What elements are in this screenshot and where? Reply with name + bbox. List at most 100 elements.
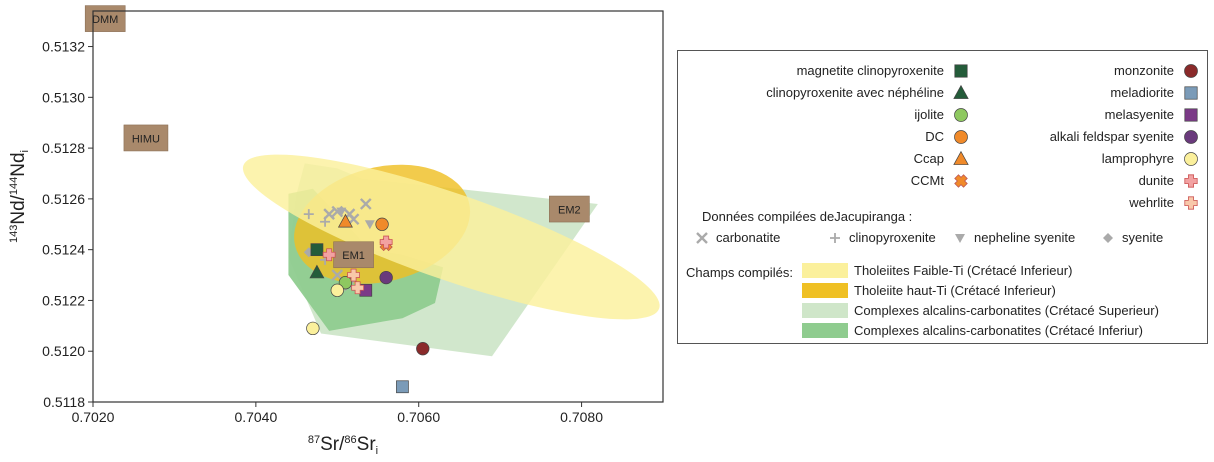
point-carbonatite bbox=[359, 198, 372, 210]
legend-symbol-ccmt bbox=[954, 174, 968, 188]
component-label: DMM bbox=[92, 14, 118, 26]
x-tick-label: 0.7020 bbox=[72, 409, 115, 425]
legend-label-clinopyroxenite: clinopyroxenite bbox=[849, 230, 936, 245]
legend-symbol-alkali-feldspar-syenite bbox=[1184, 130, 1198, 144]
legend-symbol-ijolite bbox=[954, 108, 968, 122]
legend-symbol-syenite-mark bbox=[1103, 233, 1113, 243]
legend-fields-title: Champs compilés: bbox=[686, 265, 793, 280]
point-clinopyroxenite bbox=[303, 209, 314, 220]
legend-label-dunite: dunite bbox=[1138, 173, 1174, 188]
x-tick-label: 0.7040 bbox=[234, 409, 277, 425]
legend-label-ccmt: CCMt bbox=[910, 173, 944, 188]
legend-symbol-monzonite bbox=[1184, 64, 1198, 78]
legend-label-magnetite-clinopyroxenite: magnetite clinopyroxenite bbox=[796, 63, 944, 78]
legend-label-complexes-alcalins-carbonatites-cretace-superieur: Complexes alcalins-carbonatites (Crétacé… bbox=[854, 303, 1159, 318]
legend-symbol-clinopyroxenite-avec-nepheline-mark bbox=[953, 84, 969, 99]
legend-label-nepheline-syenite: nepheline syenite bbox=[974, 230, 1076, 245]
point-lamprophyre bbox=[330, 283, 344, 297]
component-box bbox=[333, 241, 374, 269]
point-dunite bbox=[379, 235, 393, 249]
compiled-fields bbox=[242, 154, 660, 357]
legend-symbol-ijolite-mark bbox=[954, 108, 968, 122]
y-tick-label: 0.5118 bbox=[43, 394, 85, 410]
sample-points bbox=[306, 213, 430, 394]
axes: 0.7020 0.7040 0.7060 0.7080 0.5118 0.5120 0.51… bbox=[8, 39, 603, 457]
y-tick-label: 0.5130 bbox=[42, 89, 85, 105]
point-clinopyroxenite-avec-nepheline bbox=[309, 264, 325, 279]
legend-compiled-title: Données compilées deJacupiranga : bbox=[702, 209, 913, 224]
legend-symbol-dc bbox=[954, 130, 968, 144]
legend-symbol-wehrlite-mark bbox=[1184, 196, 1198, 210]
y-tick-label: 0.5124 bbox=[42, 242, 85, 258]
legend-symbol-meladiorite bbox=[1184, 86, 1198, 100]
legend-symbol-dunite-mark bbox=[1184, 174, 1198, 188]
component-label: EM2 bbox=[558, 205, 581, 217]
legend-symbol-lamprophyre-mark bbox=[1184, 152, 1198, 166]
point-dc bbox=[375, 217, 389, 231]
y-tick-label: 0.5120 bbox=[42, 343, 85, 359]
y-tick-label: 0.5122 bbox=[42, 292, 85, 308]
legend-label-tholeiites-faible-ti-cretace-inferieur: Tholeiites Faible-Ti (Crétacé Inferieur) bbox=[854, 263, 1073, 278]
legend-label-syenite: syenite bbox=[1122, 230, 1164, 245]
legend-symbol-nepheline-syenite bbox=[955, 234, 965, 243]
legend-symbol-alkali-feldspar-syenite-mark bbox=[1184, 130, 1198, 144]
legend-symbol-wehrlite bbox=[1184, 196, 1198, 210]
legend-symbol-clinopyroxenite-avec-nepheline bbox=[953, 84, 969, 99]
legend-symbol-lamprophyre bbox=[1184, 152, 1198, 166]
legend-swatch-complexes-alcalins-carbonatites-cretace-inferiur bbox=[802, 323, 848, 338]
legend: magnetite clinopyroxenite clinopyroxenite… bbox=[677, 50, 1208, 344]
legend-symbol-melasyenite bbox=[1184, 108, 1198, 122]
legend-label-carbonatite: carbonatite bbox=[716, 230, 781, 245]
point-lamprophyre bbox=[306, 321, 320, 336]
legend-symbol-ccap bbox=[953, 150, 969, 165]
legend-label-ccap: Ccap bbox=[913, 151, 944, 166]
legend-label-clinopyroxenite-avec-nepheline: clinopyroxenite avec néphéline bbox=[766, 85, 944, 100]
component-himu: HIMU bbox=[123, 124, 169, 152]
legend-symbol-monzonite-mark bbox=[1184, 64, 1198, 78]
point-nepheline-syenite bbox=[336, 207, 347, 217]
point-meladiorite bbox=[396, 380, 409, 394]
mantle-components: DMM HIMU EM1 EM2 bbox=[84, 5, 590, 269]
y-tick-label: 0.5132 bbox=[42, 39, 85, 55]
legend-symbol-clinopyroxenite-mark bbox=[830, 233, 840, 243]
legend-label-melasyenite: melasyenite bbox=[1104, 107, 1174, 122]
legend-symbol-carbonatite-mark bbox=[696, 232, 708, 244]
legend-swatch-tholeiite-haut-ti-cretace-inferieur bbox=[802, 283, 848, 298]
component-dmm: DMM bbox=[84, 5, 126, 32]
legend-symbol-melasyenite-mark bbox=[1184, 108, 1198, 122]
point-clinopyroxenite bbox=[320, 216, 331, 227]
legend-symbol-carbonatite bbox=[696, 232, 708, 244]
legend-label-complexes-alcalins-carbonatites-cretace-inferiur: Complexes alcalins-carbonatites (Crétacé… bbox=[854, 323, 1144, 338]
legend-symbol-nepheline-syenite-mark bbox=[955, 234, 965, 243]
legend-label-ijolite: ijolite bbox=[914, 107, 944, 122]
component-label: EM1 bbox=[342, 250, 365, 262]
legend-symbol-magnetite-clinopyroxenite bbox=[954, 64, 968, 78]
legend-symbol-ccmt-mark bbox=[954, 174, 968, 188]
legend-label-alkali-feldspar-syenite: alkali feldspar syenite bbox=[1049, 129, 1174, 144]
point-nepheline-syenite bbox=[364, 220, 375, 230]
component-em1: EM1 bbox=[333, 241, 374, 269]
point-dunite bbox=[322, 248, 336, 262]
x-tick-label: 0.7060 bbox=[397, 409, 440, 425]
legend-symbol-dc-mark bbox=[954, 130, 968, 144]
component-label: HIMU bbox=[132, 133, 160, 145]
legend-swatch-complexes-alcalins-carbonatites-cretace-superieur bbox=[802, 303, 848, 318]
legend-label-dc: DC bbox=[925, 129, 944, 144]
component-em2: EM2 bbox=[549, 195, 590, 223]
legend-swatch-tholeiites-faible-ti-cretace-inferieur bbox=[802, 263, 848, 278]
legend-symbol-clinopyroxenite bbox=[830, 233, 840, 243]
legend-label-monzonite: monzonite bbox=[1114, 63, 1174, 78]
legend-symbol-syenite bbox=[1103, 233, 1113, 243]
y-axis-label: 143Nd/144Ndi bbox=[8, 150, 31, 243]
component-box bbox=[84, 5, 126, 32]
point-ijolite bbox=[338, 276, 353, 290]
legend-symbol-ccap-mark bbox=[953, 150, 969, 165]
component-box bbox=[123, 124, 169, 152]
point-alkali-feldspar-syenite bbox=[379, 270, 393, 285]
legend-label-tholeiite-haut-ti-cretace-inferieur: Tholeiite haut-Ti (Crétacé Inferieur) bbox=[854, 283, 1056, 298]
point-ccap bbox=[337, 213, 353, 228]
x-tick-label: 0.7080 bbox=[560, 409, 603, 425]
legend-symbol-magnetite-clinopyroxenite-mark bbox=[954, 64, 968, 78]
point-monzonite bbox=[416, 342, 430, 356]
